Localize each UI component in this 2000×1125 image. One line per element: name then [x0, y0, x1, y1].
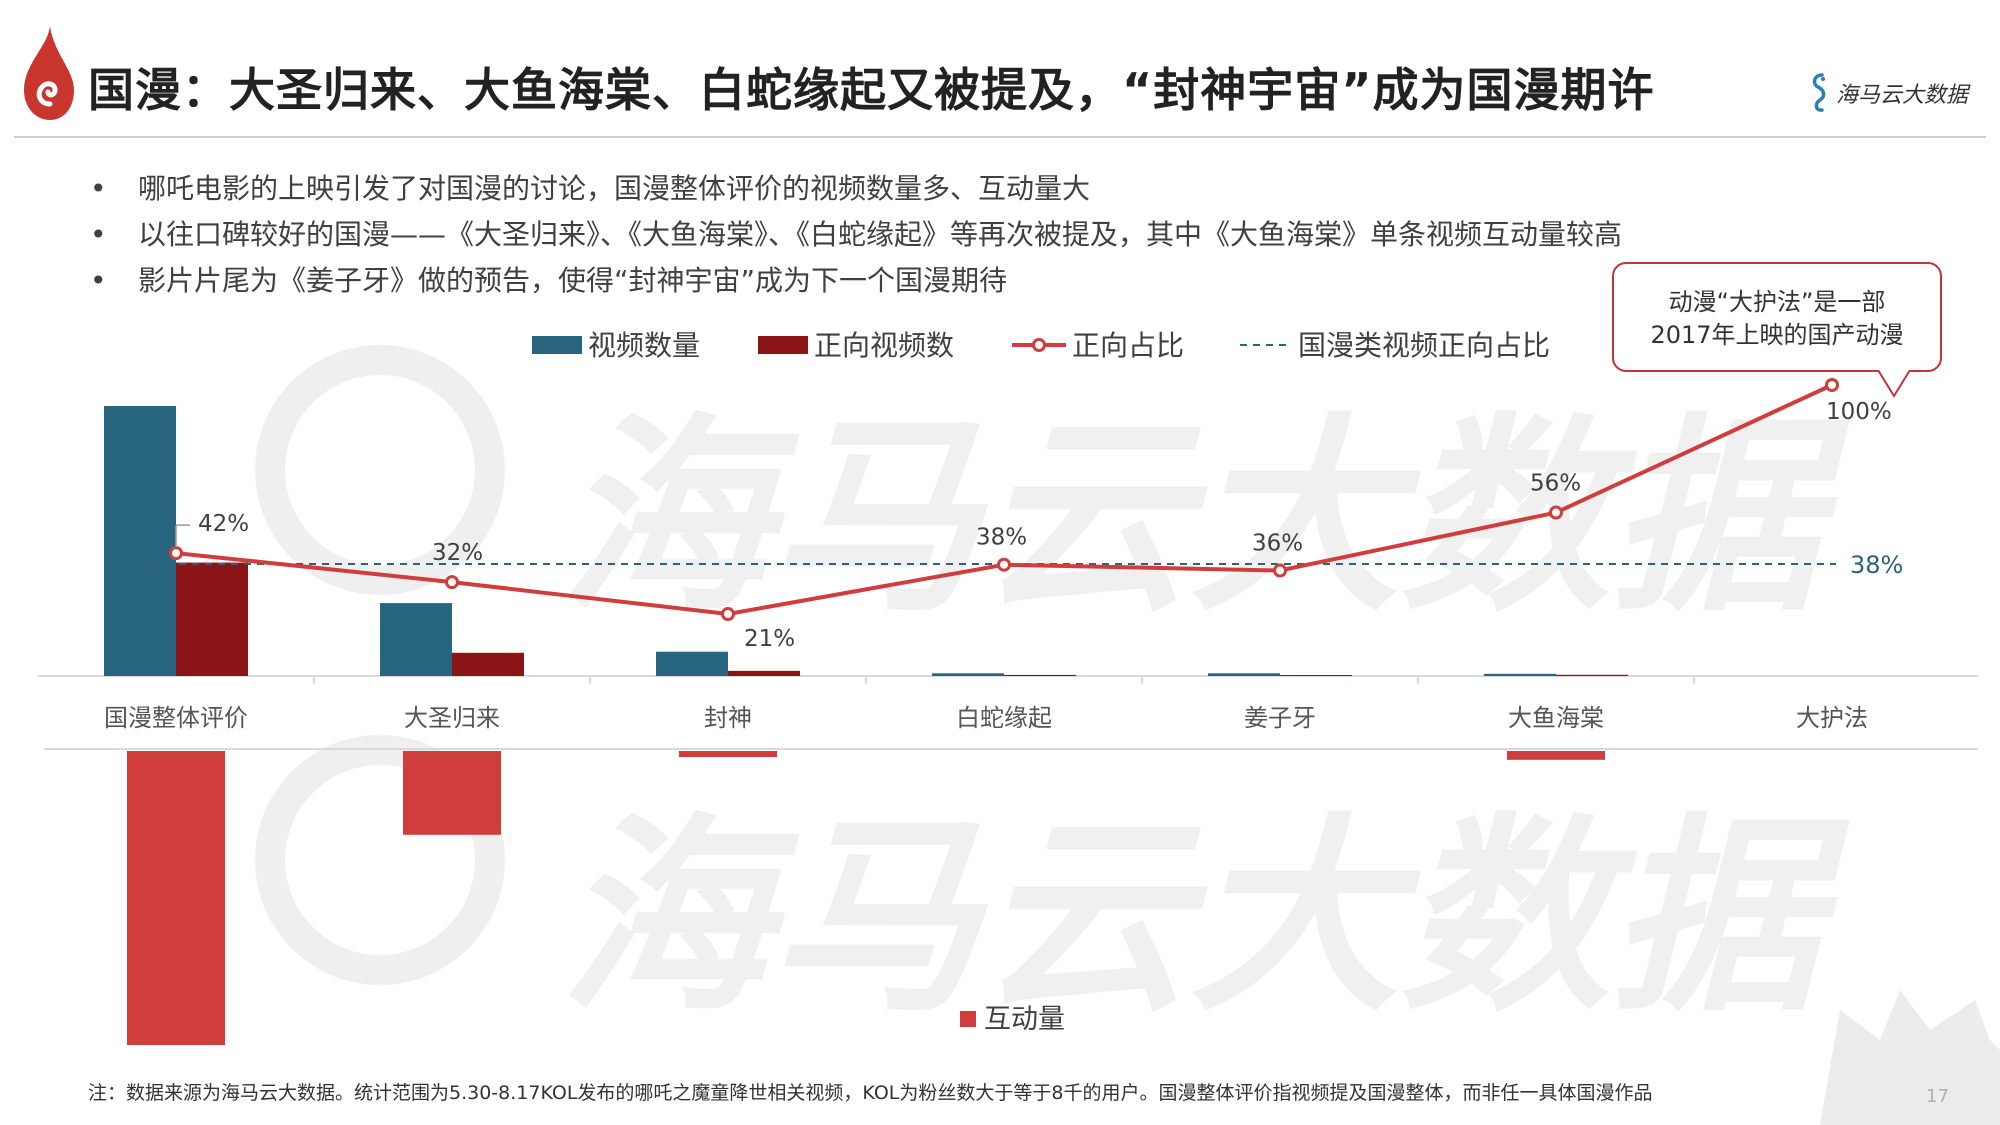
category-label: 封神	[704, 704, 752, 732]
ratio-point	[445, 575, 459, 590]
legend-label-interaction: 互动量	[984, 1004, 1065, 1035]
bullet-dot: •	[90, 264, 107, 297]
legend-label-video-count: 视频数量	[588, 329, 700, 362]
ratio-line: 42% 32% 21% 38% 36% 56% 100%	[169, 378, 1892, 652]
category-label: 大护法	[1796, 704, 1868, 732]
legend-swatch-interaction	[960, 1011, 976, 1027]
legend-label-positive-count: 正向视频数	[814, 329, 954, 362]
bar-video-count	[104, 406, 176, 676]
watermark-text-top: 海马云大数据	[560, 395, 1850, 640]
bullet-list: • 哪吒电影的上映引发了对国漫的讨论，国漫整体评价的视频数量多、互动量大 • 以往口…	[90, 166, 1622, 304]
category-labels: 国漫整体评价 大圣归来 封神 白蛇缘起 姜子牙 大鱼海棠 大护法	[104, 704, 1868, 732]
legend: 视频数量 正向视频数 正向占比 国漫类视频正向占比	[532, 329, 1550, 362]
ratio-point	[721, 607, 735, 621]
callout-pointer	[1877, 370, 1911, 398]
callout-line-1: 动漫“大护法”是一部	[1668, 288, 1886, 316]
category-label: 大鱼海棠	[1508, 704, 1604, 732]
category-label: 国漫整体评价	[104, 704, 248, 732]
bar-positive-count	[176, 562, 248, 676]
brand-name: 海马云大数据	[1836, 83, 1969, 108]
category-separators	[313, 676, 1695, 684]
bullet-item: • 影片片尾为《姜子牙》做的预告，使得“封神宇宙”成为下一个国漫期待	[90, 258, 1622, 304]
bar-video-count	[1208, 673, 1280, 676]
ratio-point	[997, 557, 1011, 572]
page-title: 国漫：大圣归来、大鱼海棠、白蛇缘起又被提及，“封神宇宙”成为国漫期许	[88, 63, 1655, 117]
bar-positive-count	[452, 652, 524, 676]
reference-line: 38%	[140, 551, 1903, 579]
bullet-text: 影片片尾为《姜子牙》做的预告，使得“封神宇宙”成为下一个国漫期待	[138, 264, 1008, 297]
ratio-data-label: 32%	[432, 540, 483, 566]
page-number: 17	[1926, 1086, 1949, 1107]
legend-label-reference: 国漫类视频正向占比	[1298, 329, 1550, 362]
bar-video-count	[380, 603, 452, 676]
watermark-text-bottom: 海马云大数据	[560, 795, 1850, 1040]
ratio-data-label: 56%	[1530, 471, 1581, 497]
bar-positive-count	[1280, 675, 1352, 676]
bar-video-count	[1484, 673, 1556, 676]
callout-line-2: 2017年上映的国产动漫	[1650, 321, 1904, 349]
ratio-data-label: 42%	[198, 511, 249, 537]
callout-box: 动漫“大护法”是一部 2017年上映的国产动漫	[1612, 262, 1942, 372]
ratio-data-label: 38%	[976, 525, 1027, 551]
bullet-item: • 以往口碑较好的国漫——《大圣归来》、《大鱼海棠》、《白蛇缘起》等再次被提及，其…	[90, 212, 1622, 258]
flame-logo-icon	[24, 26, 74, 120]
category-label: 白蛇缘起	[956, 704, 1052, 732]
bar-positive-count	[1556, 674, 1628, 676]
title-divider	[14, 136, 1986, 138]
category-label: 姜子牙	[1244, 704, 1316, 732]
legend-swatch-positive-count	[758, 336, 808, 354]
ratio-point	[169, 546, 183, 561]
ratio-data-label: 21%	[744, 626, 795, 652]
watermark-logo-top	[255, 345, 505, 595]
bar-video-count	[656, 651, 728, 676]
legend-marker-ratio	[1032, 338, 1046, 352]
ratio-point	[1825, 378, 1839, 392]
legend-label-ratio: 正向占比	[1072, 329, 1184, 362]
legend-swatch-video-count	[532, 336, 582, 354]
bullet-text: 哪吒电影的上映引发了对国漫的讨论，国漫整体评价的视频数量多、互动量大	[138, 172, 1091, 205]
bullet-dot: •	[90, 172, 107, 205]
bar-positive-count	[1004, 674, 1076, 676]
bar-interaction	[403, 751, 501, 835]
bullet-item: • 哪吒电影的上映引发了对国漫的讨论，国漫整体评价的视频数量多、互动量大	[90, 166, 1622, 212]
bar-positive-count	[728, 670, 800, 676]
bar-interaction	[1507, 751, 1605, 760]
bullet-dot: •	[90, 218, 107, 251]
bar-interaction	[127, 751, 225, 1045]
brand: 海马云大数据	[1806, 72, 1968, 114]
seahorse-logo-icon	[1812, 73, 1826, 112]
bar-interaction	[679, 751, 777, 757]
reference-line-label: 38%	[1850, 551, 1903, 579]
category-label: 大圣归来	[404, 704, 500, 732]
ratio-data-label: 100%	[1826, 399, 1892, 425]
bars	[104, 406, 1628, 676]
bar-video-count	[932, 673, 1004, 676]
ratio-data-label: 36%	[1252, 531, 1303, 557]
ratio-line-path	[175, 383, 1833, 617]
interaction-bars: 互动量	[127, 751, 1605, 1045]
watermark-flower	[1820, 990, 2000, 1125]
ratio-point	[1273, 563, 1287, 578]
footnote: 注：数据来源为海马云大数据。统计范围为5.30-8.17KOL发布的哪吒之魔童降…	[88, 1082, 1653, 1104]
bullet-text: 以往口碑较好的国漫——《大圣归来》、《大鱼海棠》、《白蛇缘起》等再次被提及，其中…	[138, 218, 1623, 251]
ratio-point	[1549, 505, 1563, 520]
